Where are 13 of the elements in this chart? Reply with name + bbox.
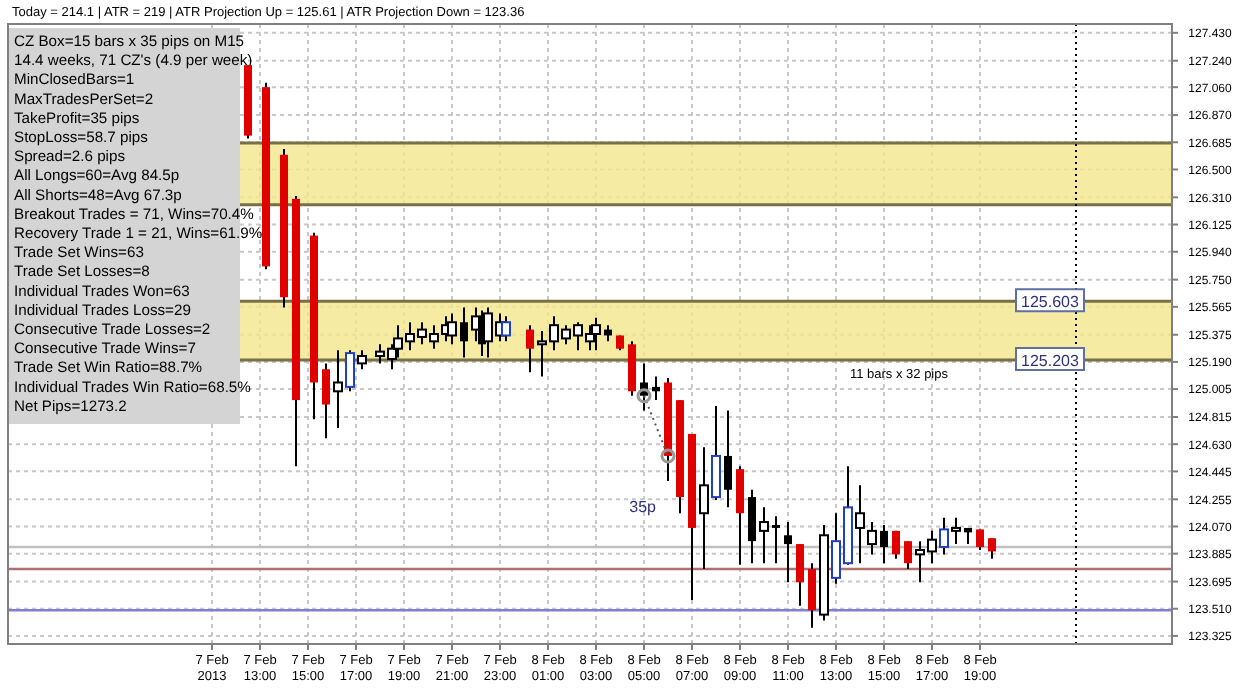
candlestick [988,537,996,560]
annotation: 35p [629,497,658,516]
annotation: 125.603 [1021,293,1081,312]
candlestick [724,409,732,509]
candlestick [976,528,984,551]
candlestick [784,521,792,584]
candlestick [501,315,511,343]
candlestick [736,465,744,566]
annotation: 125.203 [1021,352,1081,370]
candlestick [892,529,900,560]
candlestick [652,375,660,402]
candlestick [796,543,804,607]
candlestick [628,340,636,397]
